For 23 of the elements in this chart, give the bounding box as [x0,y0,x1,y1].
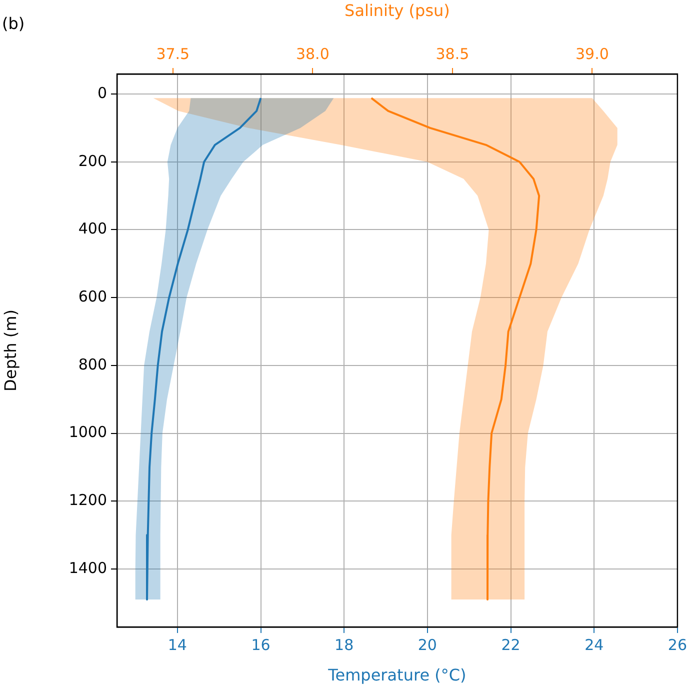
x-tick-label: 26 [668,636,688,654]
x-tick-label: 14 [168,636,187,654]
x-tick-label: 16 [251,636,270,654]
text: (b) [2,14,25,34]
y-tick-label: 1000 [68,423,107,442]
y-tick-label: 800 [78,355,107,374]
x-axis-title: Temperature (°C) [327,666,466,685]
x2-tick-label: 37.5 [156,44,190,63]
x2-axis-title: Salinity (psu) [344,0,450,20]
y-tick-label: 400 [78,220,107,238]
x-tick-label: 24 [584,636,604,654]
y-tick-label: 600 [78,287,107,306]
y-tick-label: 1200 [68,491,107,510]
x-tick-label: 20 [418,636,437,654]
x-tick-label: 22 [501,636,520,654]
x-tick-label: 18 [334,636,354,654]
x2-tick-label: 39.0 [575,44,609,63]
y-tick-label: 200 [78,152,107,170]
y-axis-title: Depth (m) [0,310,20,392]
x2-tick-label: 38.5 [436,44,470,63]
y-tick-label: 0 [97,84,107,102]
y-tick-label: 1400 [68,558,107,577]
x2-tick-label: 38.0 [296,44,330,63]
